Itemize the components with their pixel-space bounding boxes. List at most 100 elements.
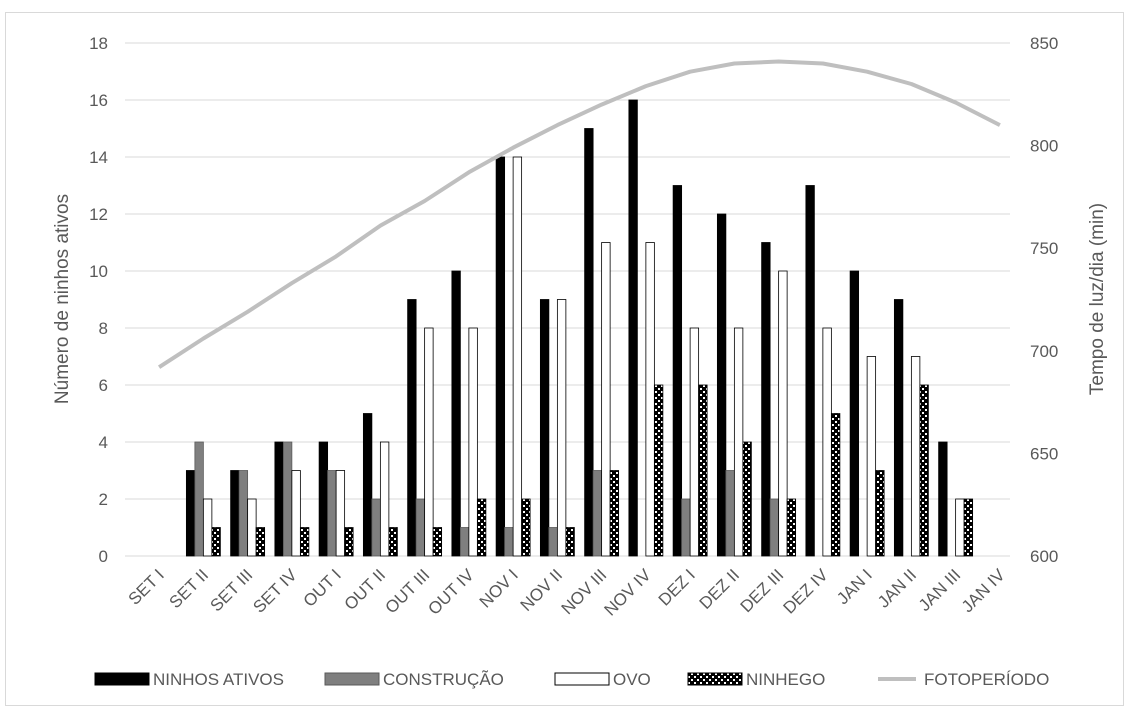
right-axis-ticks: 600 650 700 750 800 850: [1030, 34, 1058, 566]
bar-ovo: [512, 156, 523, 557]
bar-ninhego: [786, 498, 797, 557]
bar-constru-o: [282, 441, 293, 557]
bar-ovo: [468, 327, 478, 557]
bar-ninhego: [432, 527, 443, 557]
bar-constru-o: [548, 527, 558, 557]
x-tick-label: JAN IV: [958, 565, 1009, 616]
left-tick-label: 6: [99, 376, 108, 395]
x-tick-label: OUT III: [381, 565, 433, 617]
legend: NINHOS ATIVOS CONSTRUÇÃO OVO NINHEGO FOTOPER…: [94, 670, 1049, 689]
bar-constru-o: [592, 470, 603, 557]
bar-ninhego: [742, 441, 752, 557]
right-tick-label: 700: [1030, 342, 1058, 361]
x-tick-label: NOV I: [476, 565, 522, 611]
bar-ovo: [689, 327, 700, 557]
bar-ovo: [379, 441, 390, 557]
bar-ninhego: [299, 527, 310, 557]
bar-ninhego: [919, 384, 929, 557]
bar-ninhos-ativos: [362, 413, 373, 557]
legend-swatch: [324, 672, 380, 686]
bar-constru-o: [371, 498, 381, 557]
x-tick-label: JAN III: [915, 565, 965, 615]
legend-swatch: [94, 672, 150, 686]
bar-constru-o: [769, 498, 780, 557]
bar-ovo: [955, 498, 965, 557]
bar-constru-o: [459, 527, 470, 557]
bar-ovo: [866, 356, 877, 557]
bar-ovo: [910, 356, 921, 557]
bar-ovo: [733, 327, 744, 557]
bar-constru-o: [238, 470, 249, 557]
right-tick-label: 850: [1030, 34, 1058, 53]
right-tick-label: 600: [1030, 547, 1058, 566]
bar-ninhos-ativos: [539, 299, 550, 557]
bar-ovo: [424, 327, 434, 557]
bar-ninhos-ativos: [716, 213, 727, 557]
bar-ninhos-ativos: [893, 299, 904, 557]
bar-ninhego: [388, 527, 398, 557]
legend-swatch: [687, 672, 743, 686]
bar-ovo: [645, 242, 655, 557]
bar-ovo: [822, 327, 832, 557]
bar-ninhego: [344, 527, 354, 557]
x-tick-label: SET IV: [249, 565, 301, 617]
x-tick-label: OUT I: [300, 565, 345, 610]
photoperiod-line: [158, 59, 1001, 369]
bar-ninhos-ativos: [407, 299, 417, 557]
legend-label: FOTOPERÍODO: [924, 670, 1049, 689]
bar-ovo: [202, 498, 213, 557]
x-tick-label: DEZ I: [655, 565, 699, 609]
bar-ninhego: [476, 498, 487, 557]
bar-ovo: [335, 470, 346, 557]
right-tick-label: 650: [1030, 444, 1058, 463]
legend-swatch: [554, 672, 610, 686]
bar-ninhos-ativos: [938, 441, 948, 557]
x-tick-label: SET I: [125, 565, 168, 608]
x-tick-label: SET II: [166, 565, 213, 612]
bar-ninhego: [875, 470, 885, 557]
bar-constru-o: [415, 498, 426, 557]
bar-constru-o: [681, 498, 691, 557]
left-tick-label: 4: [99, 433, 108, 452]
bar-constru-o: [194, 441, 204, 557]
x-tick-label: NOV IV: [601, 565, 656, 620]
bar-ninhego: [698, 384, 708, 557]
left-tick-label: 2: [99, 490, 108, 509]
bar-constru-o: [504, 527, 514, 557]
bars: [185, 99, 974, 557]
bar-ovo: [556, 299, 567, 557]
x-tick-label: DEZ IV: [780, 565, 833, 618]
gridlines: [125, 42, 1010, 557]
legend-label: OVO: [613, 670, 651, 689]
bar-ninhego: [565, 527, 575, 557]
bar-ninhego: [211, 527, 221, 557]
right-axis-title: Tempo de luz/dia (min): [1087, 203, 1108, 395]
left-axis-title: Número de ninhos ativos: [52, 194, 73, 404]
x-tick-label: JAN I: [833, 565, 876, 608]
bar-ninhos-ativos: [584, 128, 594, 557]
bar-ninhego: [255, 527, 266, 557]
x-tick-label: NOV II: [517, 565, 567, 615]
bar-ninhos-ativos: [672, 185, 683, 557]
legend-label: NINHOS ATIVOS: [153, 670, 284, 689]
bar-ovo: [601, 242, 611, 557]
bar-ninhos-ativos: [761, 242, 771, 557]
left-tick-label: 10: [89, 262, 108, 281]
right-tick-label: 750: [1030, 239, 1058, 258]
bar-constru-o: [725, 470, 735, 557]
right-tick-label: 800: [1030, 137, 1058, 156]
bar-ovo: [291, 470, 301, 557]
bar-ninhos-ativos: [628, 99, 638, 557]
bar-ovo: [778, 270, 788, 557]
x-tick-label: SET III: [206, 565, 256, 615]
left-axis-ticks: 0 2 4 6 8 10 12 14 16 18: [89, 34, 108, 566]
x-tick-label: OUT II: [341, 565, 390, 614]
x-tick-label: OUT IV: [424, 565, 478, 619]
bar-ninhos-ativos: [230, 470, 240, 557]
left-tick-label: 18: [89, 34, 108, 53]
legend-label: CONSTRUÇÃO: [383, 670, 504, 689]
left-tick-label: 12: [89, 205, 108, 224]
bar-ninhos-ativos: [451, 270, 461, 557]
